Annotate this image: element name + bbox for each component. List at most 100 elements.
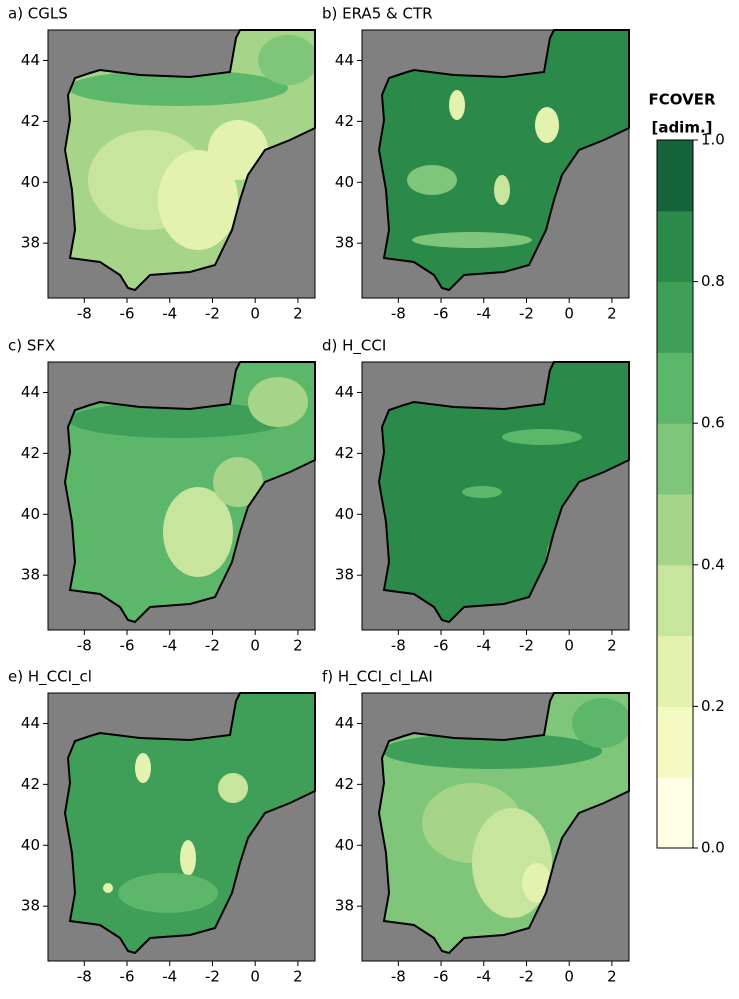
vegetation-patch bbox=[213, 457, 263, 507]
x-tick-label: 0 bbox=[564, 305, 574, 323]
map-panel: b) ERA5 & CTR -8 -6 -4 -2 0 2 38 40 42 44 bbox=[322, 5, 630, 323]
panel-title: c) SFX bbox=[8, 337, 55, 355]
x-tick-label: -6 bbox=[434, 637, 449, 655]
y-tick-label: 38 bbox=[335, 897, 354, 915]
coastline bbox=[63, 29, 316, 292]
colorbar-tick-label: 0.6 bbox=[701, 414, 725, 432]
x-tick-label: -2 bbox=[519, 637, 534, 655]
x-tick-label: -4 bbox=[162, 968, 177, 986]
axes-frame bbox=[47, 29, 316, 299]
colorbar-segment bbox=[657, 635, 693, 707]
x-tick-label: 2 bbox=[607, 305, 617, 323]
colorbar-title: FCOVER bbox=[648, 91, 715, 109]
x-tick-label: 2 bbox=[607, 968, 617, 986]
x-tick-label: -4 bbox=[476, 968, 491, 986]
coastline bbox=[377, 692, 630, 955]
vegetation-patch bbox=[462, 486, 502, 498]
colorbar-segment bbox=[657, 281, 693, 353]
vegetation-patch bbox=[502, 429, 582, 445]
vegetation-patch bbox=[572, 698, 629, 748]
x-tick-label: 0 bbox=[250, 968, 260, 986]
vegetation-patch bbox=[208, 120, 268, 180]
y-tick-label: 44 bbox=[21, 714, 40, 732]
x-tick-label: -6 bbox=[434, 968, 449, 986]
vegetation-patch bbox=[163, 487, 233, 577]
y-tick-label: 44 bbox=[21, 51, 40, 69]
panel-title: e) H_CCI_cl bbox=[8, 668, 92, 687]
colorbar-segment bbox=[657, 706, 693, 778]
vegetation-patch bbox=[68, 402, 288, 438]
x-tick-label: -6 bbox=[120, 968, 135, 986]
x-tick-label: -4 bbox=[476, 637, 491, 655]
x-tick-label: -8 bbox=[391, 637, 406, 655]
colorbar-segment bbox=[657, 494, 693, 566]
y-tick-label: 44 bbox=[21, 383, 40, 401]
panel-title: b) ERA5 & CTR bbox=[322, 5, 433, 23]
vegetation-patch bbox=[135, 753, 151, 783]
vegetation-patch bbox=[158, 150, 238, 250]
y-tick-label: 40 bbox=[335, 173, 354, 191]
y-tick-label: 38 bbox=[335, 234, 354, 252]
x-tick-label: 0 bbox=[564, 637, 574, 655]
y-tick-label: 44 bbox=[335, 714, 354, 732]
colorbar-segment bbox=[657, 140, 693, 212]
map-panel: d) H_CCI -8 -6 -4 -2 0 2 38 40 42 44 bbox=[322, 337, 630, 655]
colorbar-segment bbox=[657, 352, 693, 424]
x-tick-label: -6 bbox=[434, 305, 449, 323]
vegetation-patch bbox=[407, 165, 457, 195]
vegetation-patch bbox=[494, 175, 510, 205]
x-tick-label: -8 bbox=[391, 968, 406, 986]
vegetation-patch bbox=[382, 733, 602, 769]
colorbar-tick-label: 1.0 bbox=[701, 131, 725, 149]
vegetation-patch bbox=[68, 70, 288, 106]
y-tick-label: 38 bbox=[335, 566, 354, 584]
y-tick-label: 38 bbox=[21, 566, 40, 584]
y-tick-label: 42 bbox=[335, 444, 354, 462]
colorbar-tick-label: 0.0 bbox=[701, 839, 725, 857]
vegetation-patch bbox=[258, 35, 315, 85]
axes-frame bbox=[47, 361, 316, 631]
y-tick-label: 42 bbox=[21, 444, 40, 462]
colorbar-tick-label: 0.4 bbox=[701, 555, 725, 573]
x-tick-label: -8 bbox=[77, 968, 92, 986]
y-tick-label: 40 bbox=[335, 505, 354, 523]
colorbar-tick-label: 0.2 bbox=[701, 697, 725, 715]
vegetation-patch bbox=[118, 873, 218, 913]
colorbar-unit: [adim.] bbox=[651, 119, 712, 137]
x-tick-label: 0 bbox=[564, 968, 574, 986]
x-tick-label: -2 bbox=[205, 968, 220, 986]
map-panel: f) H_CCI_cl_LAI -8 -6 -4 -2 0 2 38 40 42 44 bbox=[322, 668, 630, 986]
vegetation-patch bbox=[522, 863, 552, 903]
colorbar-segment bbox=[657, 210, 693, 283]
x-tick-label: -2 bbox=[205, 305, 220, 323]
axes-frame bbox=[361, 29, 630, 299]
x-tick-label: -6 bbox=[120, 305, 135, 323]
x-tick-label: -2 bbox=[519, 968, 534, 986]
y-tick-label: 44 bbox=[335, 383, 354, 401]
x-tick-label: -6 bbox=[120, 637, 135, 655]
axes-frame bbox=[361, 361, 630, 631]
coastline bbox=[63, 361, 316, 624]
vegetation-patch bbox=[552, 30, 629, 80]
y-tick-label: 42 bbox=[21, 775, 40, 793]
map-panel: c) SFX -8 -6 -4 -2 0 2 38 40 42 44 bbox=[8, 337, 316, 655]
y-tick-label: 40 bbox=[21, 836, 40, 854]
vegetation-patch bbox=[248, 377, 308, 427]
x-tick-label: 2 bbox=[293, 968, 303, 986]
coastline bbox=[377, 29, 630, 292]
x-tick-label: -4 bbox=[162, 305, 177, 323]
y-tick-label: 38 bbox=[21, 234, 40, 252]
vegetation-patch bbox=[412, 232, 532, 248]
x-tick-label: -2 bbox=[205, 637, 220, 655]
axes-frame bbox=[361, 692, 630, 962]
y-tick-label: 38 bbox=[21, 897, 40, 915]
x-tick-label: -2 bbox=[519, 305, 534, 323]
x-tick-label: 2 bbox=[293, 637, 303, 655]
vegetation-patch bbox=[218, 773, 248, 803]
y-tick-label: 44 bbox=[335, 51, 354, 69]
vegetation-patch bbox=[103, 883, 113, 893]
colorbar-segment bbox=[657, 777, 693, 849]
x-tick-label: -4 bbox=[476, 305, 491, 323]
x-tick-label: 0 bbox=[250, 305, 260, 323]
